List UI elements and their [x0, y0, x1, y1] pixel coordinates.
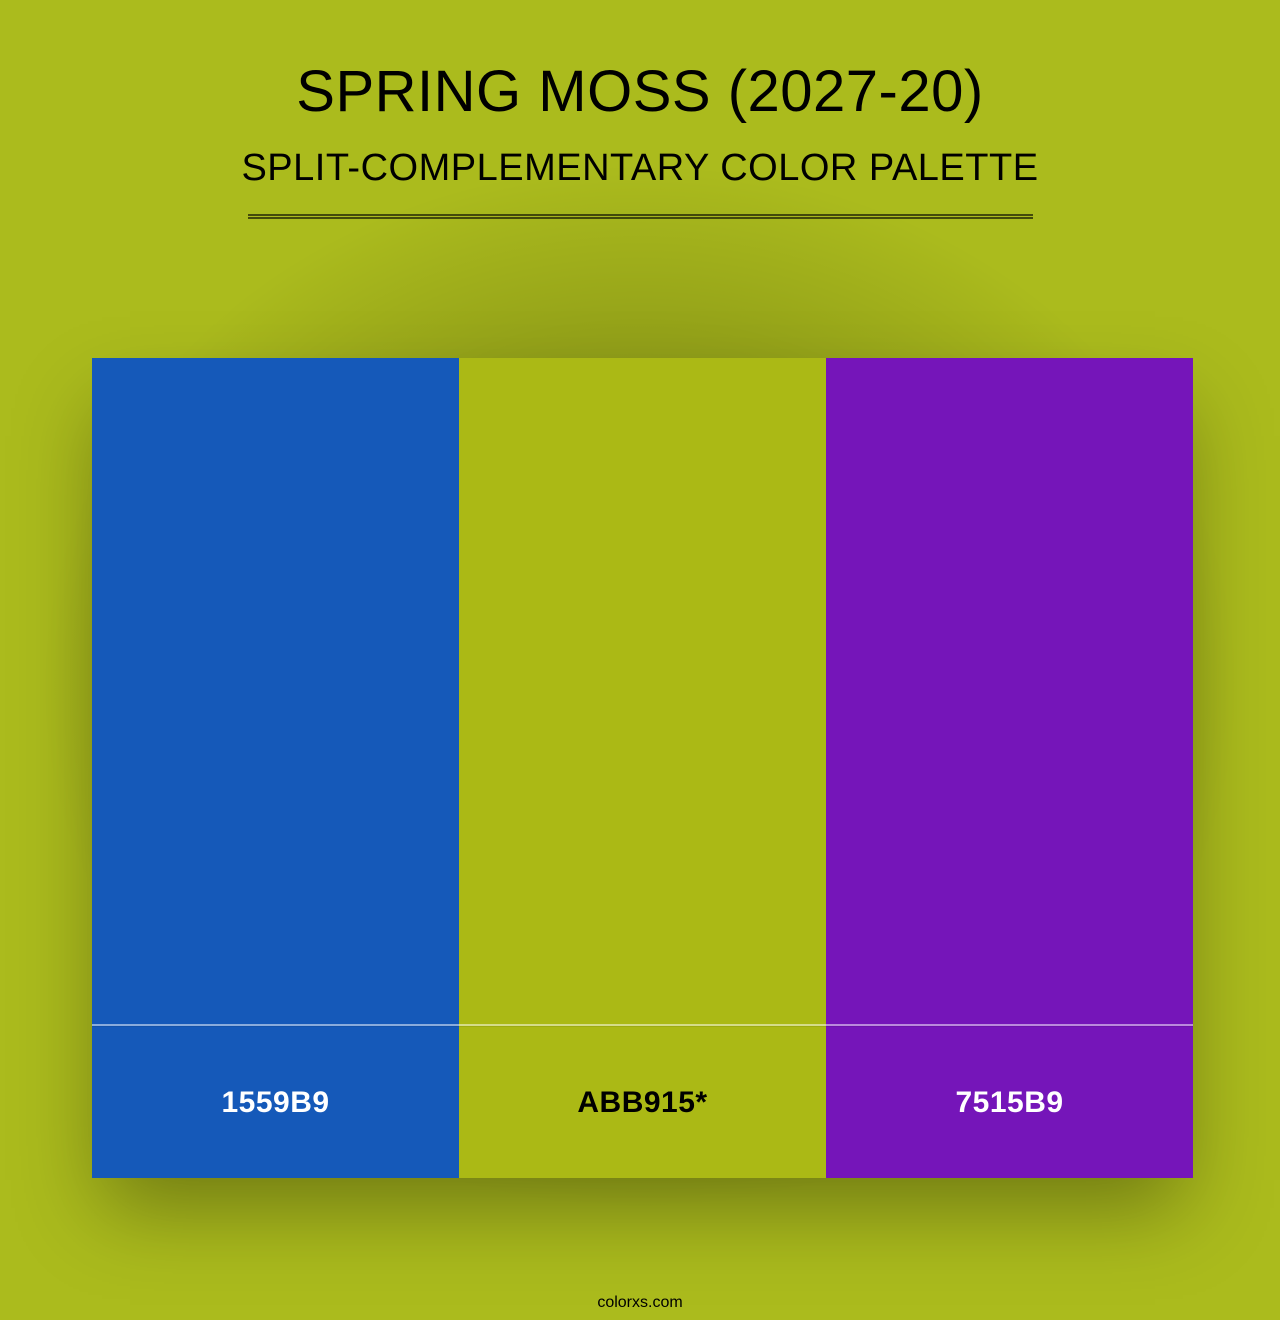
swatch-color-1	[459, 358, 826, 1026]
divider	[248, 214, 1033, 219]
swatch-hex-label-1: ABB915*	[577, 1086, 707, 1120]
palette-title: SPRING MOSS (2027-20)	[0, 58, 1280, 125]
color-palette: 1559B9 ABB915* 7515B9	[92, 358, 1193, 1178]
swatch-label-row-1: ABB915*	[459, 1026, 826, 1178]
swatch-0: 1559B9	[92, 358, 459, 1178]
swatch-label-row-0: 1559B9	[92, 1026, 459, 1178]
swatch-color-0	[92, 358, 459, 1026]
swatch-hex-label-2: 7515B9	[955, 1086, 1063, 1120]
swatch-label-row-2: 7515B9	[826, 1026, 1193, 1178]
swatch-2: 7515B9	[826, 358, 1193, 1178]
header: SPRING MOSS (2027-20) SPLIT-COMPLEMENTAR…	[0, 58, 1280, 219]
footer-credit: colorxs.com	[0, 1294, 1280, 1312]
swatch-1: ABB915*	[459, 358, 826, 1178]
palette-subtitle: SPLIT-COMPLEMENTARY COLOR PALETTE	[0, 147, 1280, 190]
divider-wrap	[248, 214, 1033, 219]
swatch-color-2	[826, 358, 1193, 1026]
swatch-hex-label-0: 1559B9	[221, 1086, 329, 1120]
